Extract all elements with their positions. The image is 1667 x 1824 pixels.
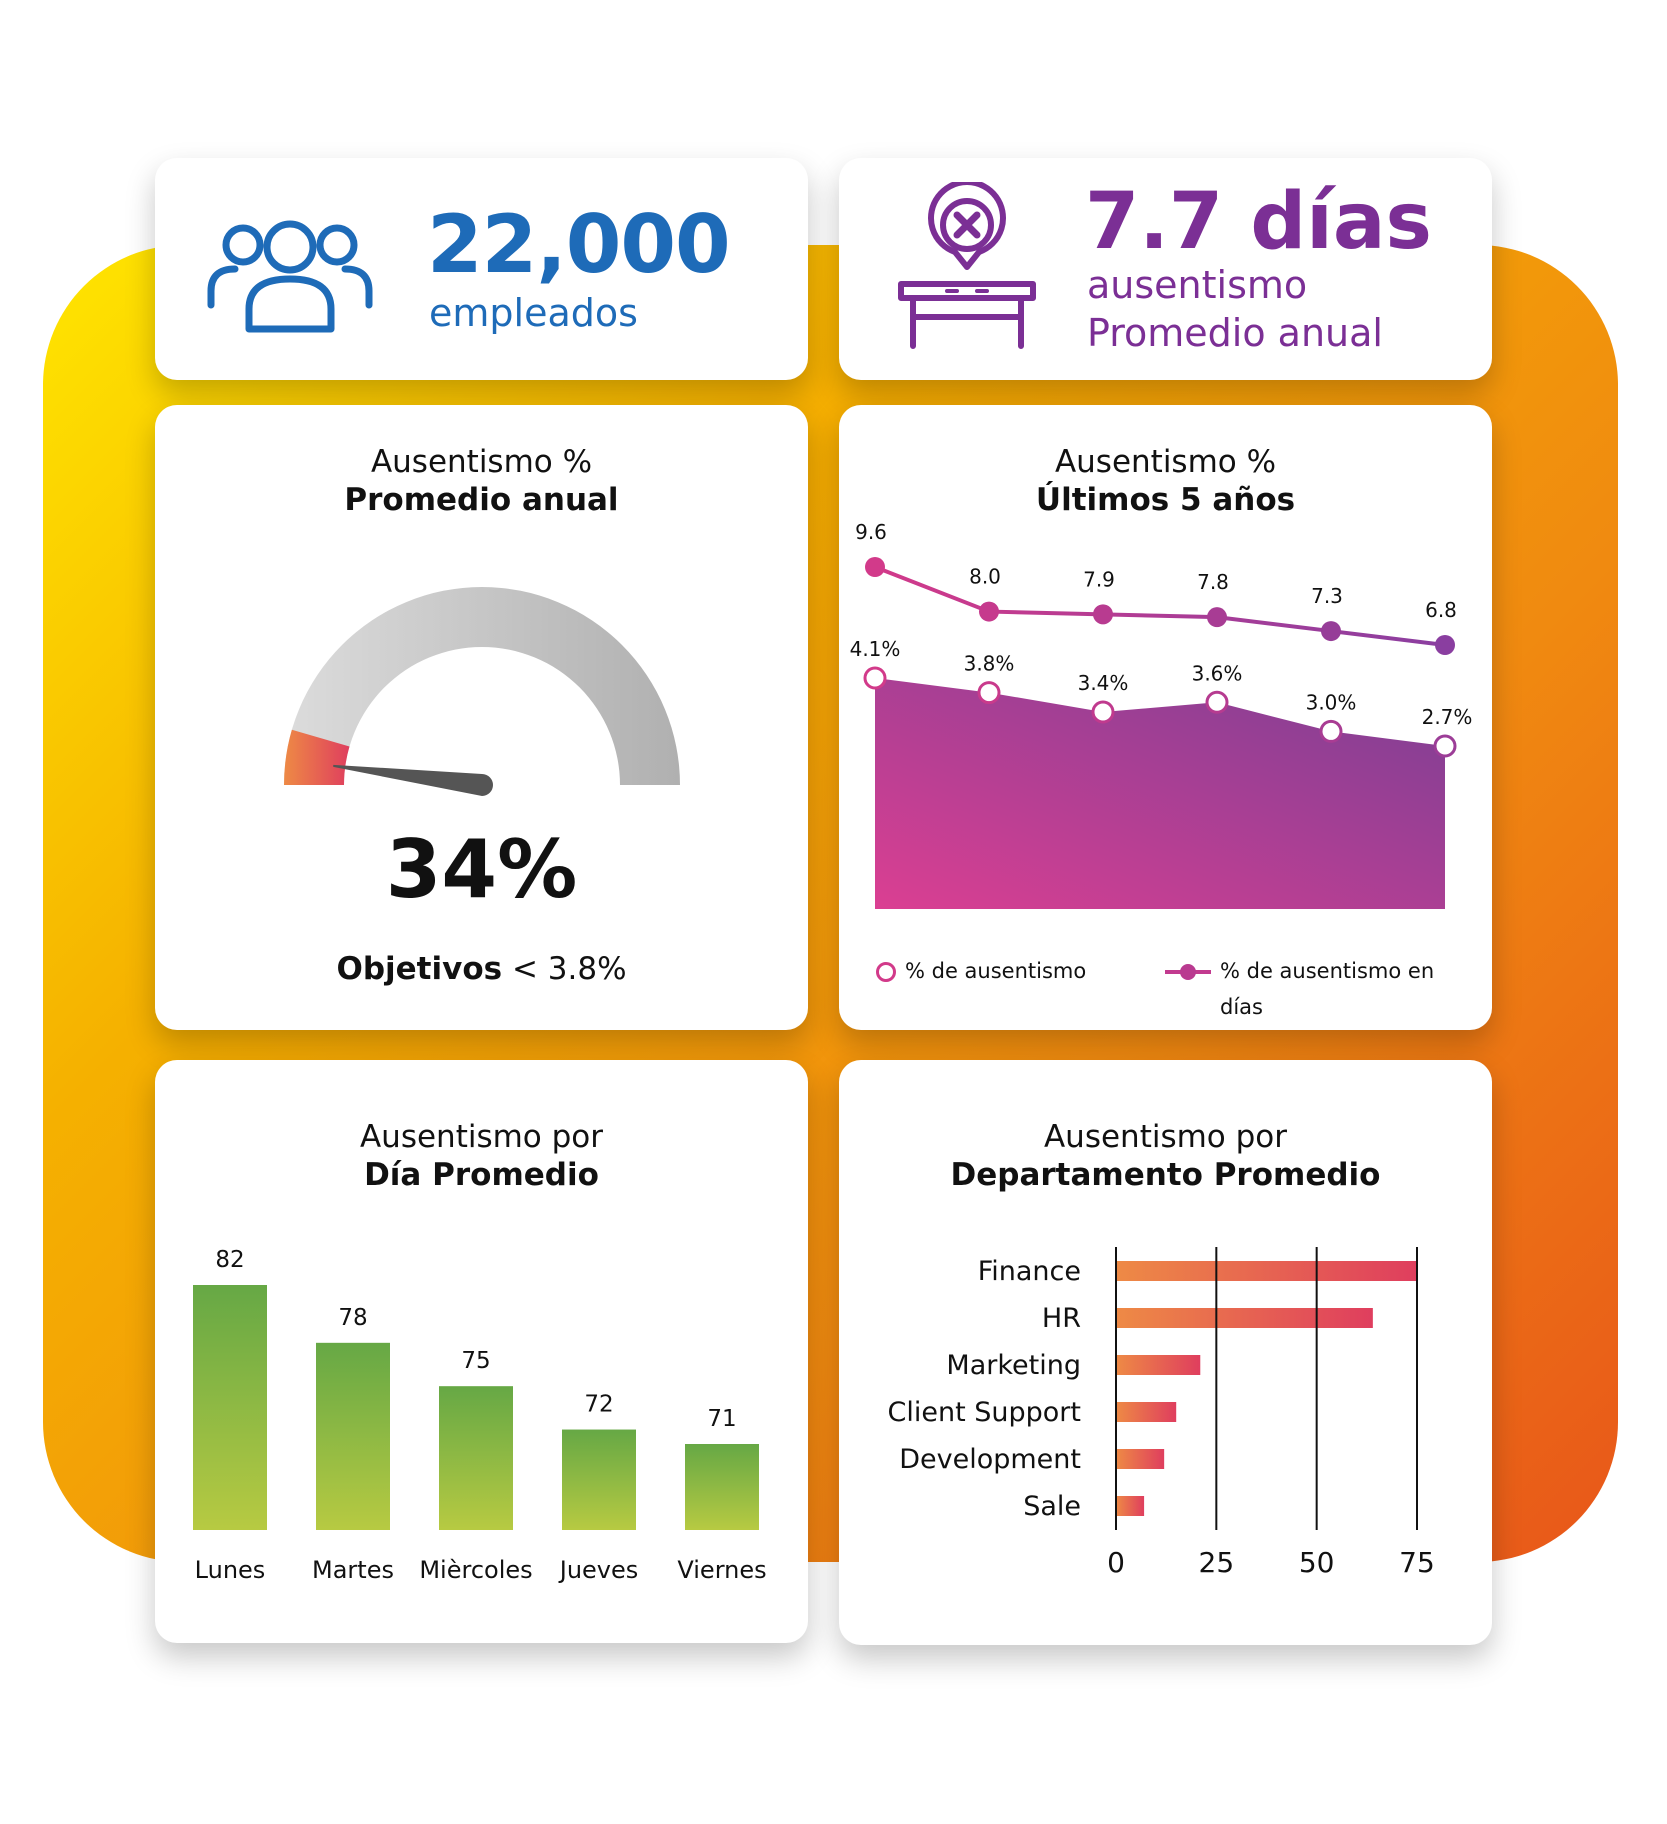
trend-chart: 9.6 8.0 7.9 7.8 7.3 6.8 4.1% 3.8% 3.4% 3.6% 3.0% 2.… [850,520,1473,909]
day-title-line2: Día Promedio [364,1157,599,1193]
dept-x-tick-label: 75 [1399,1546,1435,1579]
gauge-card: Ausentismo % Promedio anual 34% Objetivo… [155,405,808,1030]
dept-bar [1116,1308,1373,1328]
area-point [863,666,887,690]
dept-bar [1116,1261,1417,1281]
area-series-fill [875,678,1445,909]
area-data-label: 3.8% [964,652,1015,676]
gauge-goal-label: Objetivos [336,951,503,987]
line-series-path [874,565,1446,647]
day-category-label: Jueves [558,1556,639,1584]
employees-label: empleados [429,291,638,335]
employees-value: 22,000 [427,198,731,291]
day-category-label: Lunes [195,1556,266,1584]
day-category-label: Mièrcoles [419,1556,532,1584]
trend-card: Ausentismo % Últimos 5 años 9.6 8.0 7.9 7.8… [839,405,1492,1030]
line-point [1093,604,1113,625]
day-bar-value-label: 71 [707,1406,736,1432]
line-point [1321,621,1341,642]
dept-bar-card: Ausentismo por Departamento Promedio Fin… [839,1060,1492,1645]
absence-days-value: 7.7 días [1085,177,1432,267]
area-point [1433,734,1457,758]
day-bar-value-label: 82 [215,1247,244,1273]
kpi-employees-card: 22,000 empleados [155,158,808,380]
gauge-title-line2: Promedio anual [344,482,619,518]
area-point [1319,719,1343,743]
day-category-label: Martes [312,1556,394,1584]
dept-x-tick-label: 25 [1199,1546,1235,1579]
day-bar [685,1444,759,1530]
day-card-title: Ausentismo por Día Promedio [155,1118,808,1194]
legend-hollow-marker-icon [876,962,896,982]
dept-bar [1116,1449,1165,1469]
gauge-goal-value: < 3.8% [511,951,627,987]
dept-category-label: Client Support [888,1397,1081,1428]
dept-card-title: Ausentismo por Departamento Promedio [839,1118,1492,1194]
day-bar [439,1386,513,1530]
dept-title-line2: Departamento Promedio [950,1157,1381,1193]
line-point [1435,635,1455,655]
area-data-label: 3.0% [1306,690,1357,714]
dept-category-label: HR [1042,1303,1081,1334]
area-data-label: 3.4% [1078,671,1129,695]
desk-absence-icon [898,182,1036,349]
absence-label-2: Promedio anual [1087,311,1383,355]
area-data-label: 4.1% [850,637,901,661]
trend-title-line1: Ausentismo % [1054,444,1277,480]
area-data-label: 2.7% [1422,705,1473,729]
line-data-label: 7.8 [1197,570,1229,594]
line-data-label: 7.9 [1083,567,1115,591]
trend-title-line2: Últimos 5 años [1035,482,1296,518]
day-category-label: Viernes [677,1556,766,1584]
line-point [865,557,885,577]
trend-legend: % de ausentismo % de ausentismo en días [875,953,1475,1019]
trend-card-title: Ausentismo % Últimos 5 años [839,443,1492,519]
gauge-value: 34% [385,823,578,916]
area-data-label: 3.6% [1192,661,1243,685]
day-bar-chart: 82 Lunes 78 Martes 75 Mièrcoles 72 Jueves 71 Vier… [193,1247,767,1584]
line-data-label: 8.0 [969,565,1001,589]
day-bar-card: Ausentismo por Día Promedio 82 Lunes 78 Mar… [155,1060,808,1643]
area-point [1205,690,1229,714]
gauge-red-zone [284,729,350,785]
area-point [1091,700,1115,724]
day-bar-value-label: 72 [584,1392,613,1418]
gauge-needle [333,764,493,796]
dept-x-tick-label: 50 [1299,1546,1335,1579]
day-title-line1: Ausentismo por [359,1119,604,1155]
dept-category-label: Development [899,1444,1081,1475]
people-group-icon [207,220,373,333]
day-bar [193,1285,267,1530]
line-data-label: 7.3 [1311,584,1343,608]
dept-bar [1116,1402,1177,1422]
day-bar-value-label: 75 [461,1348,490,1374]
gauge-goal: Objetivos < 3.8% [155,950,808,988]
day-bar-value-label: 78 [338,1305,367,1331]
day-bar [316,1342,390,1530]
gauge-card-title: Ausentismo % Promedio anual [155,443,808,519]
gauge-track [284,587,680,785]
day-bar [562,1429,636,1530]
gauge-chart [284,587,680,796]
dept-category-label: Finance [978,1256,1081,1287]
dept-category-label: Marketing [946,1350,1081,1381]
gauge-title-line1: Ausentismo % [370,444,593,480]
dept-category-label: Sale [1023,1491,1081,1522]
legend-label-line: % de ausentismo en días [1220,959,1435,1019]
line-data-label: 9.6 [855,520,887,544]
legend-line-marker-icon [1165,964,1211,980]
line-data-label: 6.8 [1425,598,1457,622]
dept-bar-chart: Finance HR Marketing Client Support Developm… [888,1247,1435,1579]
line-point [1207,607,1227,628]
dept-bar [1116,1355,1201,1375]
absence-label-1: ausentismo [1087,263,1308,307]
dept-title-line1: Ausentismo por [1043,1119,1288,1155]
line-point [979,601,999,622]
legend-label-area: % de ausentismo [905,959,1087,983]
dept-x-tick-label: 0 [1107,1546,1125,1579]
area-point [977,681,1001,705]
kpi-absence-card: 7.7 días ausentismo Promedio anual [839,158,1492,380]
dept-bar [1116,1496,1145,1516]
